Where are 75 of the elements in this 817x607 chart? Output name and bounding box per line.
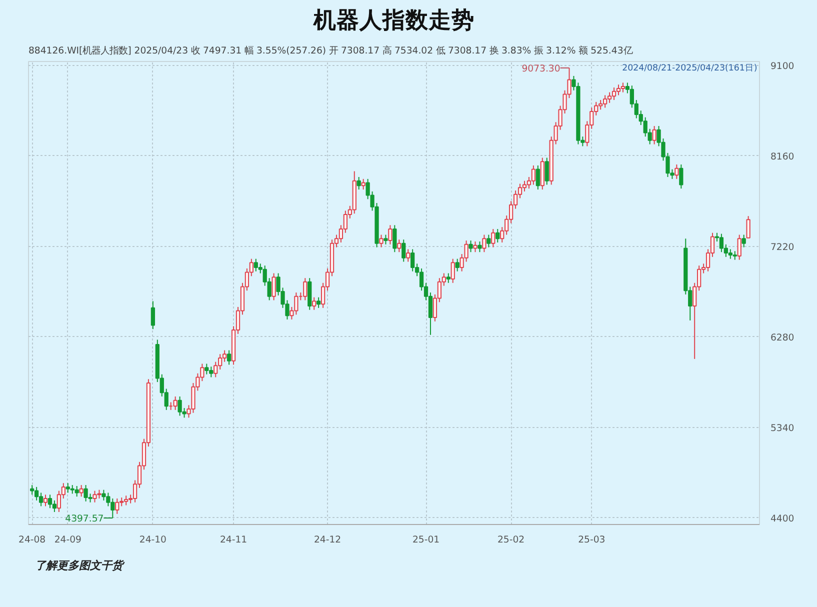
chart-subtitle: 884126.WI[机器人指数] 2025/04/23 收 7497.31 幅 3.55%(257.26) 开 7308.17 高 7534.02 低 7308.17 换 3.83% 振 3.12% 额 525.43亿 <box>28 46 632 56</box>
candlestick <box>482 234 486 253</box>
candlestick <box>30 484 34 496</box>
candlestick <box>531 164 536 186</box>
y-tick-label: 8160 <box>770 151 794 162</box>
text: 了解更多图文干货 <box>35 559 123 572</box>
candlestick <box>410 248 415 272</box>
candlestick <box>38 492 44 507</box>
annotation: 4397.57 <box>65 513 104 524</box>
candlestick <box>204 363 209 375</box>
annotation: 2024/08/21-2025/04/23(161日) <box>622 64 758 74</box>
candlestick <box>384 234 388 245</box>
candlestick <box>226 350 232 366</box>
candlestick <box>272 272 276 301</box>
candlestick <box>402 239 406 262</box>
candlestick <box>455 258 460 272</box>
annotation: 9073.30 <box>522 63 560 74</box>
candlestick <box>388 224 392 245</box>
candlestick <box>406 248 410 262</box>
candlestick <box>446 272 450 284</box>
candlestick <box>620 82 626 93</box>
candlestick <box>602 94 608 108</box>
x-tick-label: 24-09 <box>54 534 82 546</box>
candlestick <box>607 92 612 104</box>
candlestick <box>491 228 496 248</box>
x-tick-label: 25-01 <box>412 534 440 546</box>
candlestick <box>468 240 473 253</box>
candlestick <box>316 296 321 308</box>
candlestick <box>361 178 366 190</box>
candlestick <box>473 241 478 253</box>
candlestick <box>79 484 84 498</box>
candlestick <box>522 180 527 192</box>
candlestick <box>34 486 39 501</box>
candlestick <box>746 216 750 238</box>
candlestick <box>652 125 656 145</box>
candlestick <box>616 84 621 96</box>
x-tick-label: 25-02 <box>498 534 525 546</box>
candlestick <box>356 176 361 190</box>
candlestick <box>496 228 500 243</box>
candlestick <box>486 234 491 248</box>
y-tick-label: 7220 <box>770 242 794 253</box>
candlestick <box>737 234 742 260</box>
candlestick <box>536 164 540 190</box>
candlestick <box>214 361 218 378</box>
candlestick <box>303 278 308 301</box>
candlestick <box>48 494 52 509</box>
x-tick-label: 24-10 <box>139 534 167 546</box>
y-tick-label: 4400 <box>770 513 794 524</box>
candlestick <box>544 157 549 186</box>
x-tick-label: 25-03 <box>578 534 606 546</box>
candlestick <box>397 239 402 253</box>
candlestick <box>43 494 48 507</box>
x-tick-label: 24-08 <box>18 534 46 546</box>
candlestick <box>450 258 455 284</box>
candlestick <box>679 164 684 190</box>
candlestick <box>115 498 120 514</box>
candlestick <box>74 485 79 498</box>
candlestick <box>392 224 397 253</box>
candlestick <box>173 396 178 410</box>
candlestick <box>612 86 616 101</box>
x-tick-label: 24-11 <box>220 534 248 546</box>
candlestick <box>478 241 482 253</box>
chart-title: 机器人指数走势 <box>312 8 474 34</box>
candlestick <box>379 234 384 248</box>
candlestick <box>56 490 62 512</box>
y-tick-label: 5340 <box>770 422 794 434</box>
x-tick-label: 24-12 <box>314 534 342 546</box>
candlestick <box>52 500 57 512</box>
y-tick-label: 9100 <box>770 60 794 72</box>
candlestick <box>674 164 679 180</box>
candlestick <box>312 296 316 310</box>
candlestick <box>150 300 156 330</box>
candlestick <box>719 233 724 253</box>
y-tick-label: 6280 <box>770 332 794 344</box>
candlestick <box>742 234 746 248</box>
